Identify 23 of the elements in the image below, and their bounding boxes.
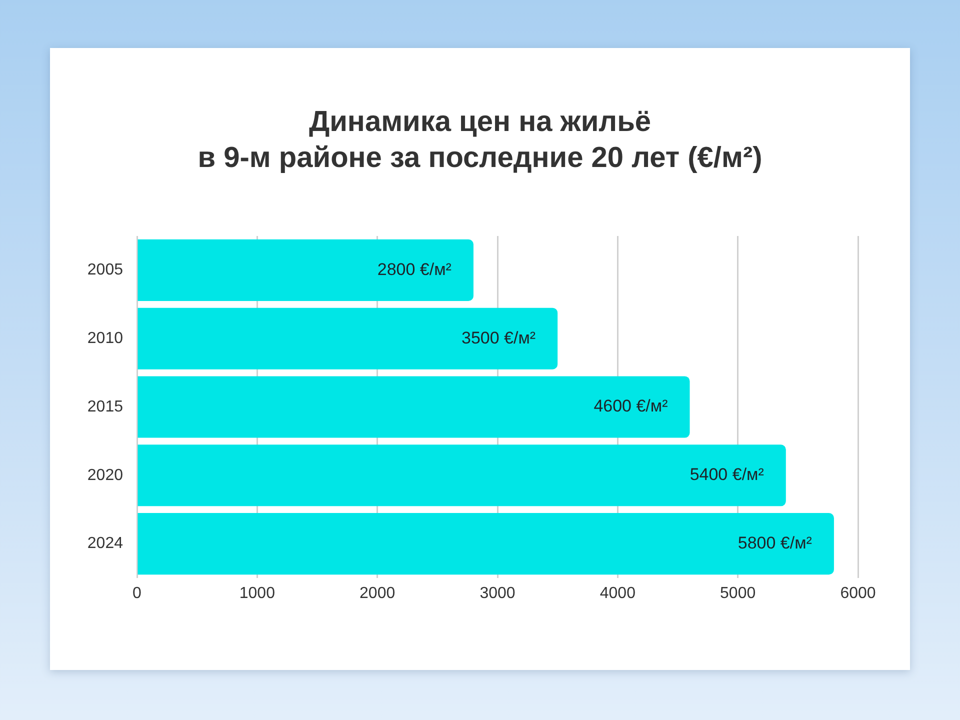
data-label: 2800 €/м² [377, 260, 452, 279]
x-tick-label: 4000 [600, 585, 636, 602]
data-label: 5800 €/м² [738, 533, 812, 552]
bar [138, 513, 834, 575]
x-tick-label: 1000 [239, 585, 276, 602]
data-label: 5400 €/м² [690, 465, 764, 484]
x-tick-label: 2000 [360, 585, 396, 602]
chart-title: Динамика цен на жильё в 9-м районе за последние 20 лет (€/м²) [196, 105, 764, 176]
bar [138, 444, 786, 506]
y-tick-label: 2015 [87, 398, 124, 416]
data-label: 3500 €/м² [462, 328, 536, 348]
bar [138, 239, 474, 301]
y-tick-label: 2024 [87, 535, 124, 552]
x-tick-label: 0 [132, 585, 142, 602]
x-tick-label: 3000 [480, 585, 516, 602]
bar [138, 376, 690, 438]
x-tick-label: 5000 [720, 585, 756, 602]
y-tick-label: 2020 [87, 466, 124, 484]
y-tick-label: 2005 [87, 262, 124, 279]
bar [138, 308, 558, 370]
y-tick-label: 2010 [87, 330, 124, 348]
data-label: 4600 €/м² [594, 396, 668, 416]
x-tick-label: 6000 [840, 585, 876, 602]
